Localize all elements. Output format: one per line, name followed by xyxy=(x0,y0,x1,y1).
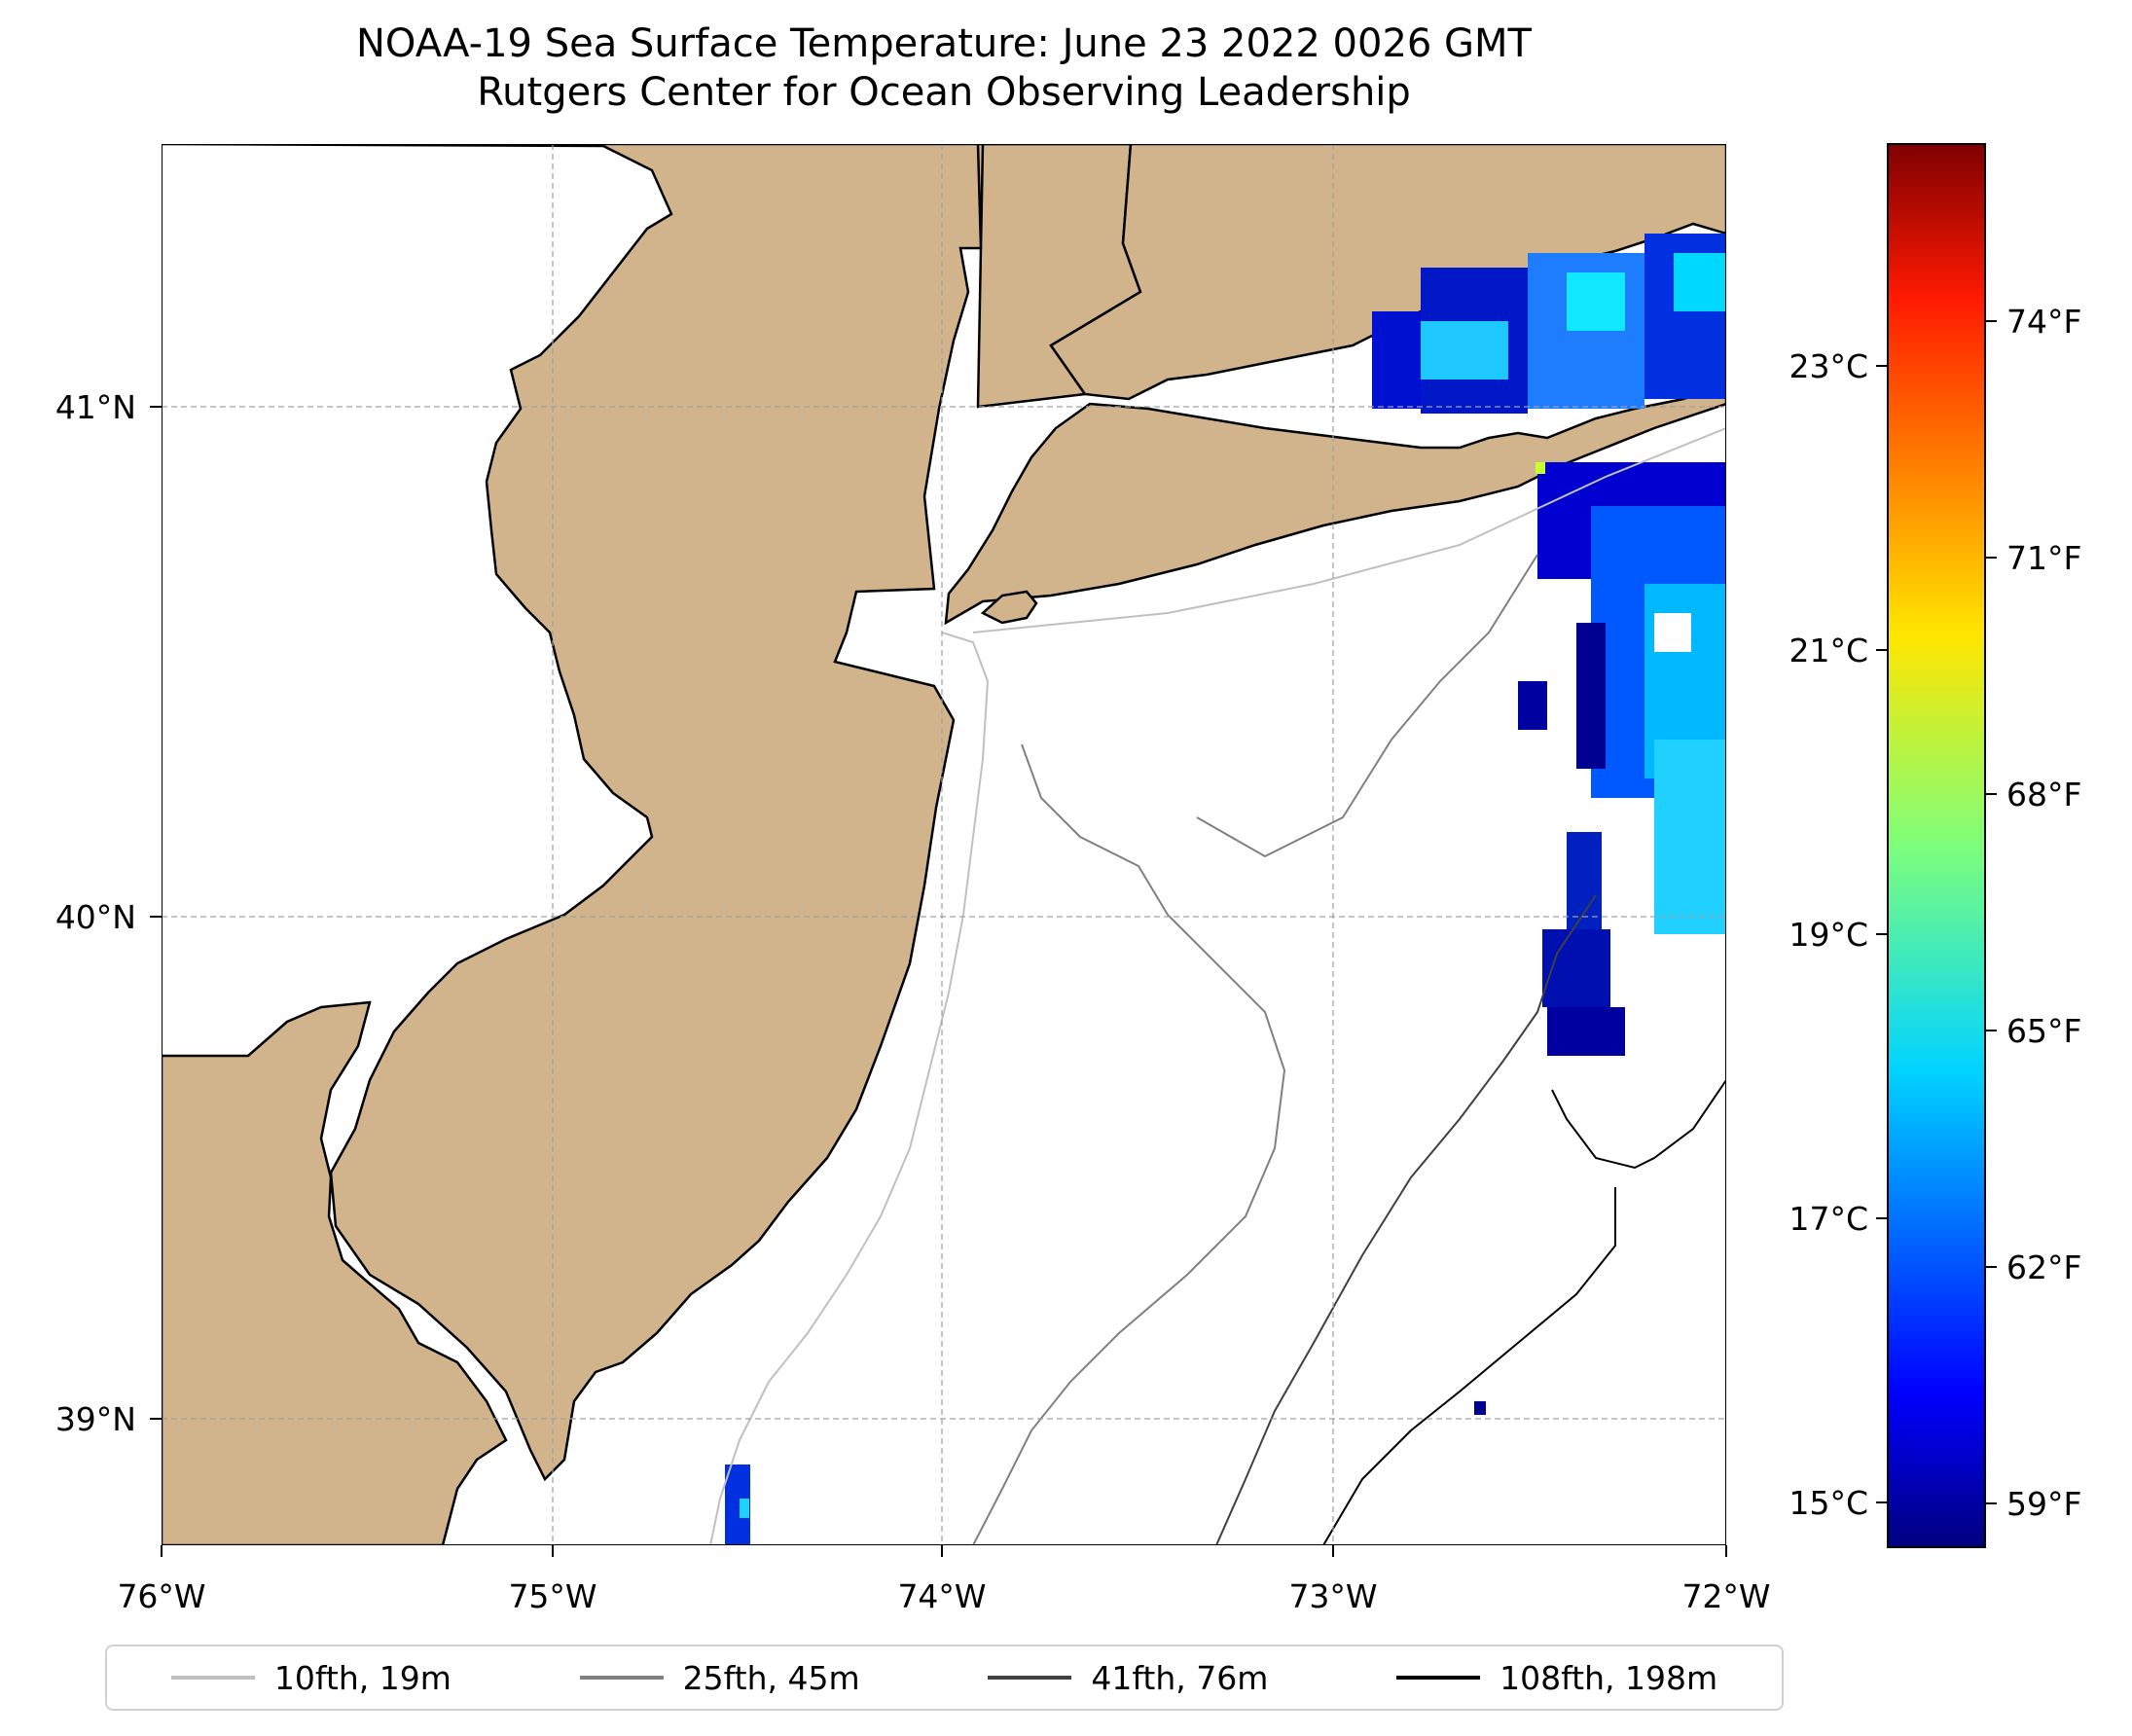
legend-label-25fth: 25fth, 45m xyxy=(682,1658,860,1697)
lat-tick-labels: 41°N 40°N 39°N xyxy=(55,388,136,1438)
legend-item-108fth: 108fth, 198m xyxy=(1396,1659,1717,1697)
colorbar-label-71f: 71°F xyxy=(2006,539,2081,577)
land-nj-pa xyxy=(162,144,1142,1482)
axis-ticks xyxy=(150,406,1727,1557)
land-staten-island xyxy=(980,590,1038,625)
colorbar-label-68f: 68°F xyxy=(2006,776,2081,814)
colorbar-label-23c: 23°C xyxy=(1789,347,1868,385)
lon-label-75w: 75°W xyxy=(508,1577,596,1615)
legend-item-25fth: 25fth, 45m xyxy=(579,1658,860,1697)
title-line-1: NOAA-19 Sea Surface Temperature: June 23… xyxy=(355,21,1532,66)
legend-label-108fth: 108fth, 198m xyxy=(1500,1658,1718,1697)
legend-label-41fth: 41fth, 76m xyxy=(1091,1658,1269,1697)
colorbar-ticks xyxy=(1876,320,1997,1504)
lon-label-76w: 76°W xyxy=(117,1577,205,1615)
bathymetry-contours xyxy=(709,427,1726,1545)
lon-label-74w: 74°W xyxy=(897,1577,986,1615)
lon-label-73w: 73°W xyxy=(1288,1577,1377,1615)
contour-41fth xyxy=(1215,894,1597,1545)
legend-label-10fth: 10fth, 19m xyxy=(273,1658,452,1697)
colorbar-label-59f: 59°F xyxy=(2006,1485,2081,1523)
colorbar-label-17c: 17°C xyxy=(1789,1200,1868,1238)
colorbar: 23°C 21°C 19°C 17°C 15°C 74°F 71°F 68°F … xyxy=(1789,143,2081,1548)
map-title: NOAA-19 Sea Surface Temperature: June 23… xyxy=(156,19,1732,117)
lat-label-41n: 41°N xyxy=(55,388,136,426)
map-area xyxy=(162,144,1726,1545)
title-line-2: Rutgers Center for Ocean Observing Leade… xyxy=(477,70,1411,115)
colorbar-label-74f: 74°F xyxy=(2006,303,2081,341)
legend-swatch-108fth xyxy=(1396,1676,1481,1680)
lat-label-39n: 39°N xyxy=(55,1400,136,1438)
contour-25fth-ny xyxy=(1196,554,1538,858)
sst-data-patches xyxy=(725,234,1726,1545)
land-long-island xyxy=(944,382,1726,626)
colorbar-label-15c: 15°C xyxy=(1789,1484,1868,1522)
colorbar-label-65f: 65°F xyxy=(2006,1012,2081,1050)
legend-swatch-10fth xyxy=(170,1676,255,1680)
legend-item-41fth: 41fth, 76m xyxy=(988,1659,1268,1697)
colorbar-label-19c: 19°C xyxy=(1789,916,1868,954)
land-delaware xyxy=(162,1000,508,1545)
contour-10fth-ny xyxy=(972,427,1726,633)
contour-25fth xyxy=(972,743,1286,1545)
colorbar-label-21c: 21°C xyxy=(1789,632,1868,669)
legend-item-10fth: 10fth, 19m xyxy=(170,1658,452,1697)
contour-10fth xyxy=(709,632,990,1545)
legend-swatch-25fth xyxy=(579,1676,664,1680)
colorbar-gradient xyxy=(1887,143,1986,1548)
colorbar-label-62f: 62°F xyxy=(2006,1248,2081,1286)
contour-108fth xyxy=(1322,1079,1726,1545)
lon-label-72w: 72°W xyxy=(1681,1577,1770,1615)
contour-legend: 10fth, 19m 25fth, 45m 41fth, 76m 108fth,… xyxy=(105,1645,1784,1711)
lon-tick-labels: 76°W 75°W 74°W 73°W 72°W xyxy=(117,1577,1770,1615)
lat-label-40n: 40°N xyxy=(55,898,136,936)
legend-swatch-41fth xyxy=(988,1676,1072,1680)
map-gridlines xyxy=(162,144,1726,1545)
